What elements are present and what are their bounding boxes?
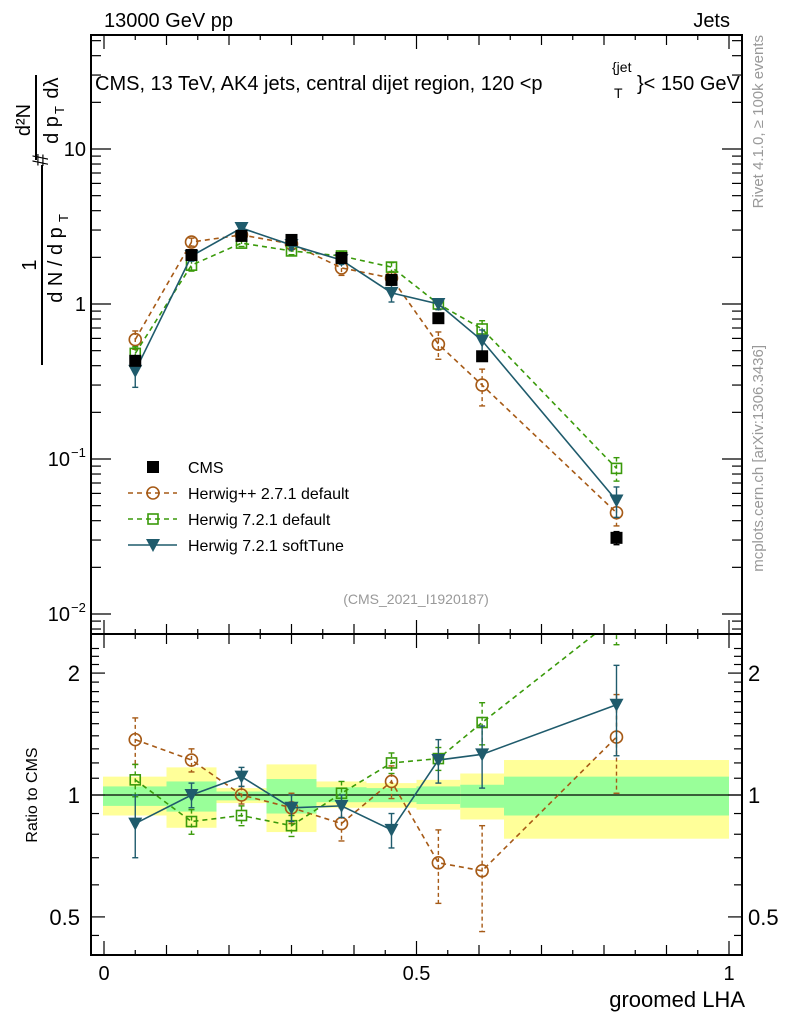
- ratio-herwig-7-2-1-softtune-point: [234, 770, 249, 784]
- main-herwig-7-2-1-default-point: [610, 462, 623, 475]
- main-cms-point: [476, 350, 489, 363]
- main-herwig-2-7-1-default-line: [134, 234, 618, 514]
- main-marks: [128, 222, 624, 546]
- y-tick-label: 10: [64, 139, 86, 161]
- ratio-herwig-2-7-1-default-point: [234, 788, 249, 802]
- ratio-herwig-7-2-1-default-point: [235, 809, 248, 822]
- plot-title-sub: T: [614, 85, 623, 101]
- legend-marker: [147, 461, 159, 473]
- y-tick-exponent: −2: [71, 600, 86, 615]
- ratio-herwig-2-7-1-default-point: [184, 753, 199, 767]
- main-herwig-7-2-1-default-point: [385, 261, 398, 273]
- y-tick-label: 10: [48, 449, 70, 471]
- y-axis-label-part: T: [56, 214, 71, 222]
- ratio-y-tick-label: 2: [68, 661, 80, 686]
- ratio-herwig-2-7-1-default-point: [475, 863, 489, 878]
- rivet-label: Rivet 4.1.0, ≥ 100k events: [750, 35, 767, 208]
- ratio-herwig-7-2-1-default-point: [185, 815, 198, 828]
- ratio-y-tick-label-right: 2: [748, 661, 760, 686]
- ratio-y-tick-label: 1: [68, 783, 80, 808]
- main-cms-point: [129, 354, 142, 367]
- ratio-y-tick-label-right: 0.5: [748, 905, 779, 930]
- legend: CMS Herwig++ 2.7.1 default Herwig 7.2.1 de…: [128, 460, 350, 555]
- main-herwig-2-7-1-default-point: [184, 235, 199, 249]
- ratio-herwig-7-2-1-softtune-point: [128, 817, 143, 831]
- y-tick-label: 1: [75, 294, 86, 316]
- main-herwig-2-7-1-default-point: [128, 332, 143, 347]
- band-inner: [504, 776, 729, 816]
- x-tick-label: 0.5: [403, 963, 431, 985]
- main-cms-point: [610, 531, 623, 544]
- main-herwig-7-2-1-softtune-point: [234, 222, 249, 236]
- ratio-herwig-7-2-1-softtune-point: [334, 799, 349, 813]
- main-herwig-7-2-1-softtune-point: [384, 286, 399, 300]
- ratio-herwig-7-2-1-default-point: [385, 757, 398, 769]
- band-inner: [460, 784, 504, 808]
- legend-label: Herwig 7.2.1 default: [188, 512, 331, 529]
- plot-title: CMS, 13 TeV, AK4 jets, central dijet reg…: [95, 59, 741, 101]
- ratio-herwig-7-2-1-softtune-point: [284, 801, 299, 815]
- header-right: Jets: [693, 10, 730, 32]
- main-herwig-7-2-1-softtune-point: [431, 298, 446, 311]
- ratio-herwig-7-2-1-softtune-point: [384, 823, 399, 837]
- ratio-herwig-7-2-1-default-point: [129, 774, 142, 786]
- y-axis-label-part: T: [52, 106, 67, 114]
- main-cms-point: [432, 312, 445, 325]
- y-tick-label: 10: [48, 604, 70, 626]
- svg-text:#: #: [28, 153, 53, 166]
- x-axis-label: groomed LHA: [609, 987, 745, 1012]
- main-herwig-2-7-1-default-point: [431, 337, 446, 352]
- mcplots-label: mcplots.cern.ch [arXiv:1306.3436]: [750, 345, 767, 572]
- x-tick-label: 0: [98, 963, 109, 985]
- ratio-herwig-2-7-1-default-point: [128, 732, 143, 747]
- y-axis-label-part: dλ: [41, 77, 63, 98]
- ratio-herwig-7-2-1-softtune-point: [475, 748, 490, 762]
- y-axis-label-main: #: [28, 153, 53, 166]
- ratio-y-tick-label-right: 1: [748, 783, 760, 808]
- main-cms-point: [385, 273, 398, 286]
- ratio-herwig-2-7-1-default-point: [431, 856, 446, 870]
- ratio-marks: [91, 612, 742, 933]
- legend-label: CMS: [188, 460, 224, 477]
- main-cms-point: [285, 233, 298, 246]
- y-tick-exponent: −1: [71, 445, 86, 460]
- legend-marker: [146, 486, 160, 500]
- x-tick-label: 1: [723, 963, 734, 985]
- main-herwig-7-2-1-default-line: [134, 242, 618, 469]
- legend-marker: [146, 539, 160, 552]
- y-axis-label-part: d N / d p: [45, 227, 67, 303]
- y-axis-label-part: d²N: [13, 104, 35, 136]
- ratio-herwig-2-7-1-default-point: [384, 774, 399, 789]
- main-herwig-2-7-1-default-point: [475, 378, 489, 392]
- y-axis-label-part: d p: [41, 116, 63, 144]
- ratio-herwig-7-2-1-default-point: [612, 612, 622, 622]
- main-herwig-7-2-1-softtune-point: [475, 334, 490, 348]
- plot-title-main: CMS, 13 TeV, AK4 jets, central dijet reg…: [95, 73, 543, 95]
- y-axis-label-part: 1: [19, 259, 41, 270]
- main-herwig-7-2-1-softtune-point: [609, 494, 624, 508]
- header-left: 13000 GeV pp: [104, 10, 233, 32]
- ratio-y-tick-label: 0.5: [49, 905, 80, 930]
- ratio-y-axis-label: Ratio to CMS: [24, 747, 41, 842]
- main-cms-point: [235, 229, 248, 242]
- legend-label: Herwig++ 2.7.1 default: [188, 486, 350, 503]
- main-cms-point: [335, 252, 348, 265]
- legend-marker: [147, 513, 159, 525]
- legend-label: Herwig 7.2.1 softTune: [188, 538, 344, 555]
- ratio-herwig-7-2-1-softtune-point: [609, 698, 624, 712]
- ratio-herwig-7-2-1-softtune-point: [431, 754, 446, 768]
- plot-title-tail: }< 150 GeV: [637, 73, 741, 95]
- ratio-herwig-7-2-1-softtune-point: [184, 789, 199, 802]
- annotation: (CMS_2021_I1920187): [343, 591, 489, 607]
- main-herwig-7-2-1-softtune-point: [128, 364, 143, 378]
- plot-title-sup: {jet: [612, 59, 632, 75]
- main-cms-point: [185, 249, 198, 262]
